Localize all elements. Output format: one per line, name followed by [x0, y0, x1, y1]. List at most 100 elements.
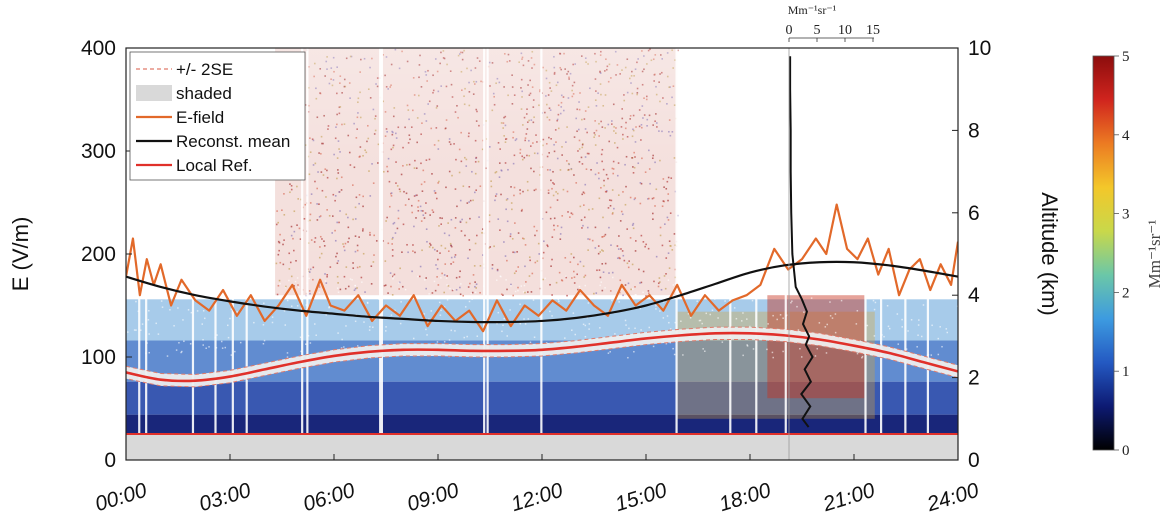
- noise-dot: [704, 350, 706, 352]
- backscatter-profile: [788, 48, 814, 460]
- x-tick-label: 09:00: [404, 479, 461, 516]
- noise-dot: [524, 323, 527, 325]
- noise-dot: [669, 328, 672, 330]
- noise-dot: [425, 328, 427, 331]
- noise-dot: [930, 354, 933, 356]
- colorbar-ticks: 0 1 2 3 4 5: [1114, 49, 1130, 459]
- top-axis-label: Mm⁻¹sr⁻¹: [788, 3, 837, 17]
- noise-dot: [856, 352, 859, 355]
- x-tick-label: 06:00: [300, 479, 357, 516]
- noise-dot: [584, 324, 587, 327]
- noise-dot: [180, 351, 182, 354]
- noise-dot: [203, 317, 206, 320]
- noise-dot: [699, 319, 702, 322]
- lower-2se-line: [126, 338, 958, 388]
- noise-dot: [141, 323, 144, 325]
- noise-dot: [239, 341, 242, 344]
- noise-dot: [665, 342, 668, 345]
- x-tick-label: 00:00: [92, 479, 149, 516]
- right-axis-label: Altitude (km): [1037, 192, 1062, 315]
- noise-dot: [937, 337, 940, 340]
- noise-dot: [907, 330, 909, 332]
- noise-dot: [127, 331, 129, 333]
- noise-dot: [354, 320, 357, 323]
- noise-dot: [633, 350, 635, 353]
- noise-dot: [834, 331, 837, 334]
- noise-dot: [920, 335, 923, 338]
- noise-dot: [652, 345, 655, 348]
- noise-dot: [305, 343, 307, 345]
- noise-dot: [888, 327, 891, 330]
- noise-dot: [721, 341, 724, 343]
- noise-dot: [181, 350, 183, 353]
- noise-dot: [133, 329, 136, 331]
- right-tick-label: 6: [968, 202, 980, 225]
- noise-dot: [466, 335, 468, 338]
- series-reconst-mean: [126, 260, 958, 324]
- noise-dot: [831, 317, 834, 319]
- data-gap: [755, 48, 758, 440]
- noise-dot: [916, 346, 918, 348]
- noise-dot: [779, 314, 782, 316]
- noise-dot: [315, 334, 317, 336]
- colorbar-label: Mm⁻¹sr⁻¹: [1145, 220, 1164, 289]
- noise-dot: [527, 318, 530, 320]
- noise-dot: [307, 335, 310, 337]
- noise-dot: [771, 351, 774, 354]
- legend-label: Local Ref.: [176, 156, 253, 175]
- noise-dot: [221, 347, 224, 349]
- legend-label: Reconst. mean: [176, 132, 290, 151]
- data-gap-stripes: [138, 48, 929, 440]
- noise-dot: [614, 333, 616, 335]
- x-tick-label: 21:00: [820, 479, 878, 516]
- noise-dot: [709, 313, 712, 316]
- noise-dot: [175, 349, 178, 351]
- data-gap: [380, 48, 383, 440]
- noise-dot: [385, 330, 387, 332]
- noise-dot: [800, 356, 803, 358]
- noise-dot: [183, 340, 185, 343]
- noise-dot: [689, 317, 692, 319]
- noise-dot: [599, 327, 601, 329]
- noise-dot: [698, 319, 701, 322]
- noise-dot: [918, 319, 920, 321]
- data-gap: [231, 48, 234, 440]
- noise-dot: [564, 337, 566, 339]
- noise-dot: [140, 329, 142, 331]
- x-tick-label: 03:00: [196, 479, 253, 516]
- noise-dot: [749, 325, 751, 328]
- noise-dot: [742, 354, 744, 357]
- data-gap: [675, 48, 678, 440]
- noise-dot: [797, 329, 800, 331]
- noise-dot: [230, 354, 233, 356]
- backscatter-profile-line: [789, 56, 814, 428]
- noise-dot: [917, 324, 920, 326]
- noise-dot: [299, 336, 302, 339]
- data-gap: [306, 48, 309, 440]
- noise-dot: [229, 317, 231, 320]
- noise-dot: [436, 341, 439, 343]
- noise-dot: [340, 347, 343, 349]
- noise-dot: [439, 314, 442, 316]
- legend-label: E-field: [176, 108, 224, 127]
- data-gap: [784, 48, 787, 440]
- noise-dot: [799, 347, 801, 350]
- noise-dot: [148, 333, 150, 335]
- noise-dot: [717, 317, 719, 319]
- noise-dot: [628, 327, 630, 330]
- noise-dot: [752, 348, 755, 350]
- noise-dot: [448, 339, 451, 341]
- left-tick-label: 100: [81, 346, 116, 369]
- data-gap: [301, 48, 304, 440]
- noise-dot: [896, 313, 899, 315]
- noise-dot: [818, 322, 821, 324]
- noise-dot: [262, 324, 265, 326]
- noise-dot: [814, 355, 817, 357]
- noise-dot: [271, 316, 274, 318]
- noise-dot: [173, 325, 175, 327]
- noise-dot: [674, 321, 677, 324]
- noise-dot: [369, 326, 371, 328]
- noise-dot: [454, 330, 456, 332]
- data-gap: [483, 48, 486, 440]
